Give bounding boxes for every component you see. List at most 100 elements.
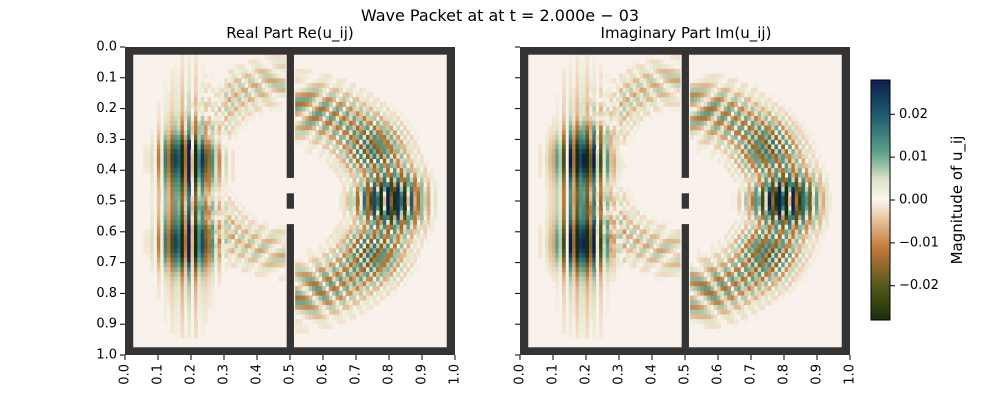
wave-cell — [538, 224, 543, 230]
wave-cell — [609, 257, 613, 263]
wave-cell — [146, 248, 151, 254]
wave-cell — [231, 73, 235, 79]
wave-cell — [308, 101, 313, 108]
wave-cell — [545, 248, 549, 254]
wave-cell — [352, 276, 357, 282]
wave-cell — [406, 229, 411, 235]
wave-cell — [548, 248, 553, 254]
wave-cell — [328, 130, 333, 136]
wave-cell — [187, 163, 191, 169]
wave-cell — [328, 163, 333, 169]
wave-cell — [224, 149, 229, 155]
wave-cell — [386, 158, 391, 164]
wave-cell — [193, 120, 198, 126]
wave-cell — [207, 191, 212, 197]
wave-cell — [170, 101, 175, 108]
wave-cell — [430, 215, 434, 221]
wave-cell — [730, 234, 735, 240]
wave-cell — [602, 139, 607, 145]
wave-cell — [727, 153, 732, 159]
wave-cell — [362, 271, 367, 278]
wave-cell — [200, 229, 205, 235]
wave-cell — [305, 134, 310, 141]
wave-cell — [605, 257, 610, 263]
wave-cell — [244, 210, 249, 216]
wave-cell — [663, 87, 667, 93]
wave-cell — [545, 168, 549, 174]
wave-cell — [335, 290, 340, 296]
wave-cell — [339, 290, 343, 296]
wave-cell — [568, 224, 573, 230]
wave-cell — [352, 234, 357, 240]
wave-cell — [332, 144, 337, 150]
wave-cell — [382, 276, 387, 282]
wave-cell — [396, 229, 401, 235]
wave-cell — [258, 257, 262, 263]
wave-cell — [676, 229, 681, 235]
wave-cell — [747, 101, 752, 108]
wave-cell — [305, 267, 310, 273]
wave-cell — [612, 130, 617, 136]
wave-cell — [707, 271, 711, 278]
wave-cell — [561, 215, 566, 221]
wave-cell — [740, 210, 745, 216]
wave-cell — [379, 238, 384, 244]
wave-cell — [345, 172, 350, 178]
wave-cell — [663, 253, 667, 259]
wave-cell — [696, 309, 701, 315]
wave-cell — [747, 186, 752, 193]
wave-cell — [322, 290, 326, 296]
wave-cell — [224, 201, 229, 207]
wave-cell — [747, 149, 752, 155]
wave-cell — [366, 172, 370, 178]
wave-cell — [703, 281, 708, 287]
wave-cell — [214, 224, 218, 230]
wave-cell — [251, 92, 256, 98]
wave-cell — [251, 87, 256, 93]
wave-cell — [335, 281, 340, 287]
wave-cell — [551, 276, 556, 282]
wave-cell — [150, 149, 154, 155]
wave-cell — [396, 238, 401, 244]
wave-cell — [315, 120, 320, 126]
wave-cell — [629, 125, 634, 131]
wave-cell — [328, 149, 333, 155]
wave-cell — [359, 130, 364, 136]
wave-cell — [332, 158, 337, 164]
wave-cell — [754, 281, 759, 287]
wave-cell — [251, 83, 256, 89]
wave-cell — [177, 205, 181, 211]
wave-cell — [207, 149, 212, 155]
wave-cell — [251, 68, 256, 74]
wave-cell — [585, 54, 590, 60]
wave-cell — [653, 83, 657, 89]
wave-cell — [369, 186, 374, 193]
wave-cell — [632, 243, 637, 249]
wave-cell — [376, 248, 380, 254]
wave-cell — [200, 68, 205, 74]
wave-cell — [207, 262, 212, 268]
wave-cell — [163, 116, 168, 122]
wave-cell — [575, 83, 580, 89]
wave-cell — [305, 276, 310, 282]
wave-cell — [177, 328, 181, 334]
wave-cell — [187, 215, 191, 221]
wave-cell — [403, 224, 407, 230]
wave-cell — [703, 87, 708, 93]
wave-cell — [237, 257, 242, 263]
wave-cell — [605, 267, 610, 273]
wave-cell — [713, 281, 718, 287]
wave-cell — [690, 271, 694, 278]
wave-cell — [244, 120, 249, 126]
wave-cell — [588, 153, 593, 159]
wave-cell — [308, 248, 313, 254]
wave-cell — [204, 196, 208, 202]
wave-cell — [352, 83, 357, 89]
wave-cell — [757, 139, 762, 145]
y-tick-label: 1.0 — [96, 348, 117, 363]
wave-cell — [403, 210, 407, 216]
wave-cell — [278, 59, 283, 65]
wave-cell — [656, 83, 661, 89]
wave-cell — [264, 257, 269, 263]
wave-cell — [575, 54, 580, 60]
